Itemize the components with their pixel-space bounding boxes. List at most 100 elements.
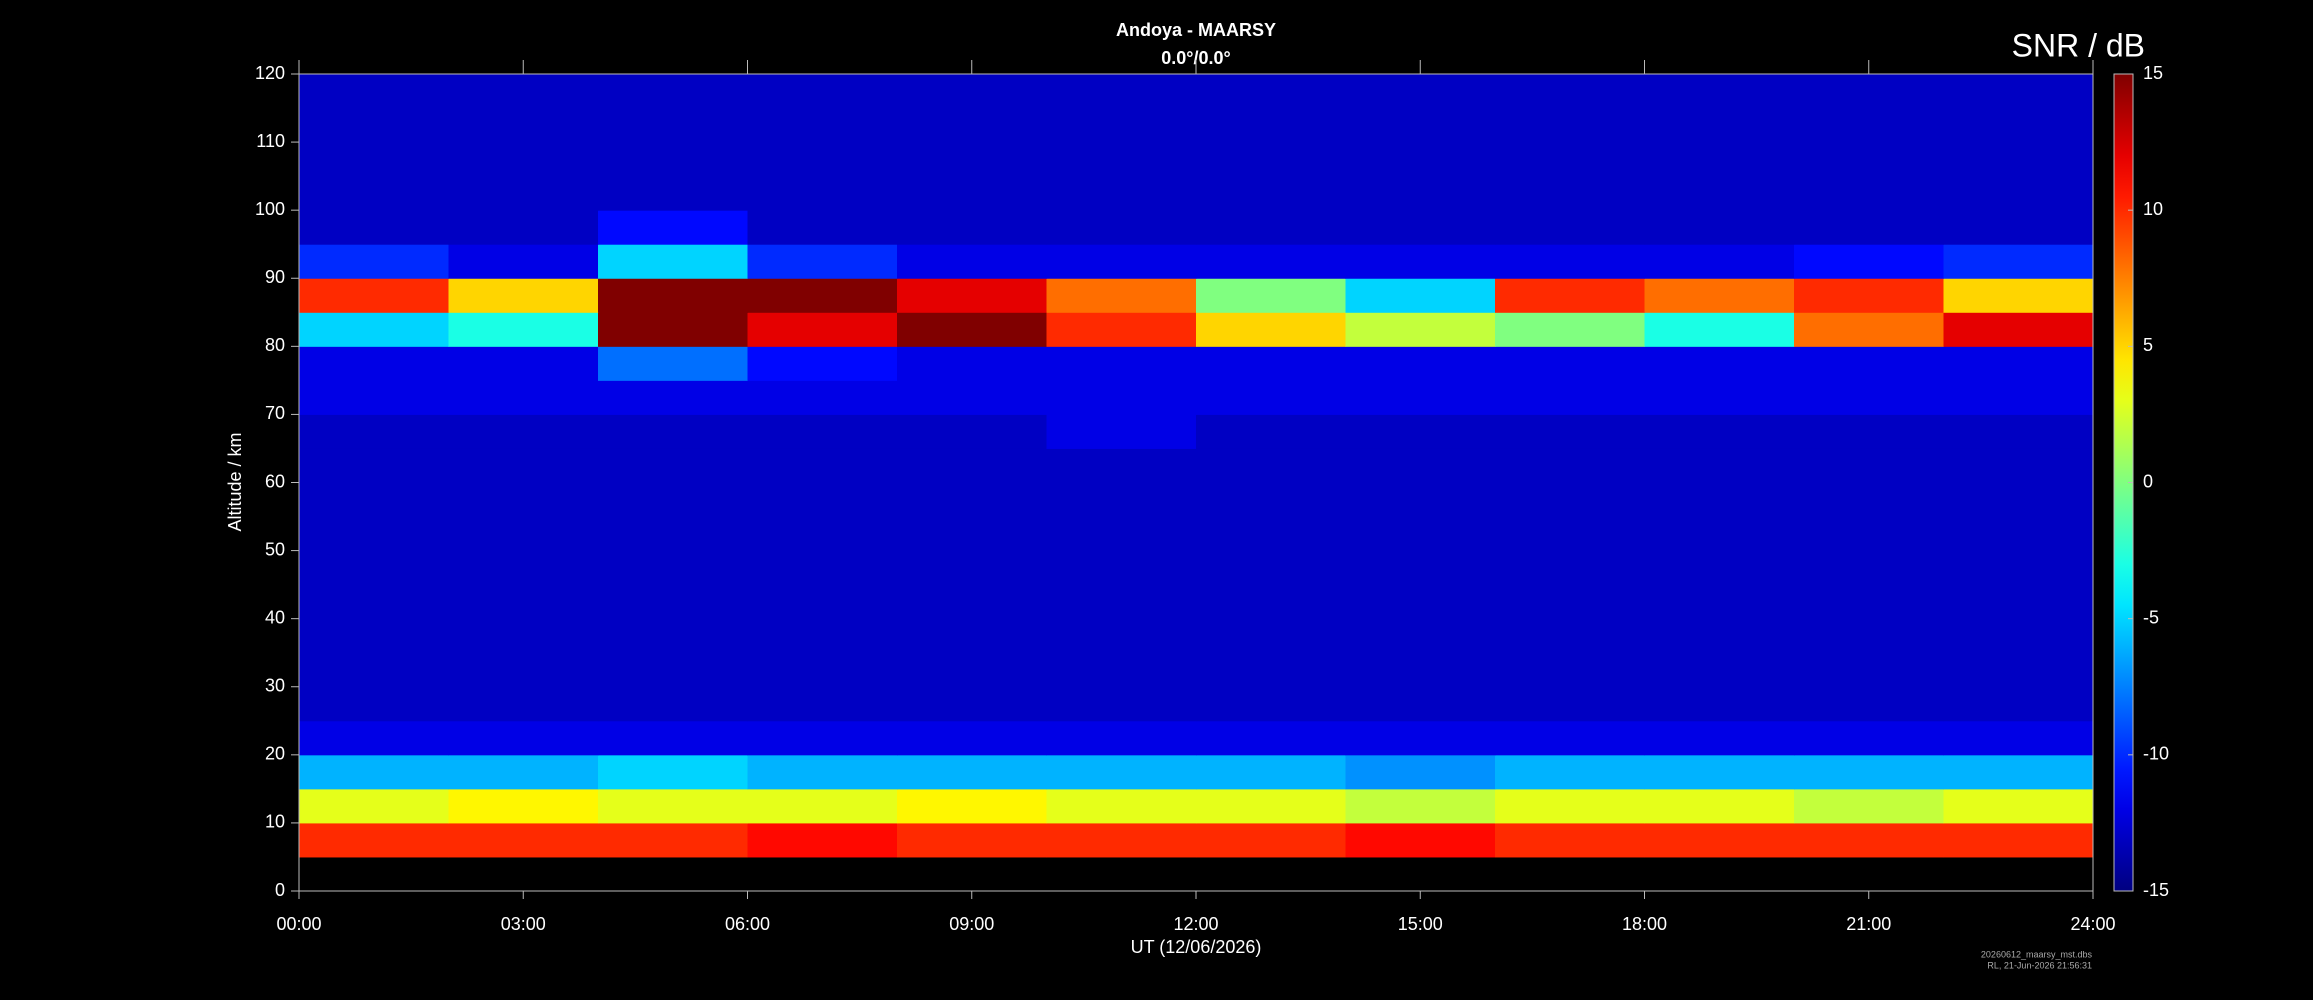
heatmap-cell: [1196, 584, 1346, 620]
heatmap-cell: [1943, 448, 2094, 483]
heatmap-cell: [1196, 346, 1346, 381]
heatmap-cell: [1196, 108, 1346, 143]
heatmap-cell: [1046, 482, 1197, 518]
heatmap-cell: [1644, 482, 1795, 518]
heatmap-cell: [747, 822, 898, 858]
heatmap-cell: [1794, 176, 1944, 211]
heatmap-cell: [1345, 244, 1496, 279]
heatmap-cell: [747, 652, 898, 688]
heatmap-cell: [897, 414, 1047, 449]
heatmap-cell: [1495, 788, 1645, 824]
heatmap-cell: [1345, 482, 1496, 518]
heatmap-cell: [448, 448, 599, 483]
heatmap-cell: [1644, 516, 1795, 552]
heatmap-cell: [1794, 278, 1944, 313]
heatmap-cell: [1046, 516, 1197, 552]
heatmap-cell: [1644, 788, 1795, 824]
heatmap-cell: [1495, 176, 1645, 211]
heatmap-cell: [299, 618, 449, 654]
footnote: RL, 21-Jun-2026 21:56:31: [1987, 960, 2092, 970]
heatmap-cell: [1943, 754, 2094, 790]
heatmap-cell: [1644, 142, 1795, 177]
heatmap-cell: [1794, 142, 1944, 177]
heatmap-cell: [747, 550, 898, 586]
heatmap-cell: [299, 448, 449, 483]
colorbar-label: SNR / dB: [2012, 27, 2145, 63]
heatmap-cell: [448, 720, 599, 756]
heatmap-cell: [1196, 550, 1346, 586]
colorbar-tick-label: 10: [2143, 199, 2163, 219]
heatmap-cell: [299, 754, 449, 790]
heatmap-cell: [1794, 516, 1944, 552]
heatmap-cell: [1495, 414, 1645, 449]
colorbar-tick-label: 5: [2143, 335, 2153, 355]
heatmap-cell: [299, 312, 449, 347]
heatmap-cell: [1196, 74, 1346, 109]
heatmap-cell: [897, 74, 1047, 109]
heatmap-cell: [1644, 618, 1795, 654]
heatmap-cell: [1943, 822, 2094, 858]
heatmap-cell: [1495, 108, 1645, 143]
heatmap-cell: [1943, 142, 2094, 177]
heatmap-cell: [598, 414, 748, 449]
heatmap-cell: [1943, 108, 2094, 143]
heatmap-cell: [299, 142, 449, 177]
heatmap-cell: [897, 278, 1047, 313]
heatmap-cell: [299, 176, 449, 211]
heatmap-cell: [299, 210, 449, 245]
heatmap-cell: [299, 278, 449, 313]
heatmap-cell: [1345, 346, 1496, 381]
heatmap-cell: [1495, 754, 1645, 790]
heatmap-cell: [448, 278, 599, 313]
y-tick-label: 70: [265, 403, 285, 423]
colorbar-tick-label: 0: [2143, 471, 2153, 491]
heatmap-cell: [1943, 346, 2094, 381]
heatmap-cell: [897, 720, 1047, 756]
heatmap-cell: [897, 312, 1047, 347]
y-tick-label: 30: [265, 676, 285, 696]
colorbar-tick-label: -5: [2143, 607, 2159, 627]
heatmap-cell: [1644, 550, 1795, 586]
heatmap-cell: [598, 176, 748, 211]
x-tick-label: 00:00: [276, 914, 321, 934]
heatmap-cell: [448, 516, 599, 552]
heatmap-cell: [1196, 278, 1346, 313]
heatmap-cell: [747, 142, 898, 177]
heatmap-cell: [1345, 210, 1496, 245]
heatmap-cell: [897, 788, 1047, 824]
heatmap-cell: [448, 74, 599, 109]
heatmap-cell: [1345, 380, 1496, 415]
heatmap-cell: [1495, 516, 1645, 552]
heatmap-cell: [1196, 754, 1346, 790]
x-tick-label: 06:00: [725, 914, 770, 934]
heatmap-cell: [1196, 142, 1346, 177]
heatmap-cell: [747, 448, 898, 483]
heatmap-cell: [897, 176, 1047, 211]
heatmap-cell: [448, 686, 599, 722]
heatmap-cell: [747, 686, 898, 722]
heatmap-cell: [598, 448, 748, 483]
heatmap-cell: [1046, 652, 1197, 688]
heatmap-cell: [598, 516, 748, 552]
heatmap-cell: [1345, 720, 1496, 756]
heatmap-cell: [598, 720, 748, 756]
heatmap-cell: [1046, 278, 1197, 313]
heatmap-cell: [448, 482, 599, 518]
heatmap-cell: [598, 550, 748, 586]
y-tick-label: 50: [265, 539, 285, 559]
heatmap-cell: [1345, 754, 1496, 790]
heatmap-cell: [1943, 244, 2094, 279]
heatmap-cell: [1943, 720, 2094, 756]
heatmap-cell: [747, 720, 898, 756]
heatmap-cell: [747, 346, 898, 381]
heatmap-cell: [1644, 686, 1795, 722]
heatmap-cell: [598, 312, 748, 347]
heatmap-cell: [1644, 312, 1795, 347]
heatmap-cell: [1345, 686, 1496, 722]
heatmap-cell: [448, 142, 599, 177]
heatmap-cell: [1794, 652, 1944, 688]
heatmap-cell: [448, 652, 599, 688]
heatmap-cell: [299, 516, 449, 552]
heatmap-cell: [747, 788, 898, 824]
